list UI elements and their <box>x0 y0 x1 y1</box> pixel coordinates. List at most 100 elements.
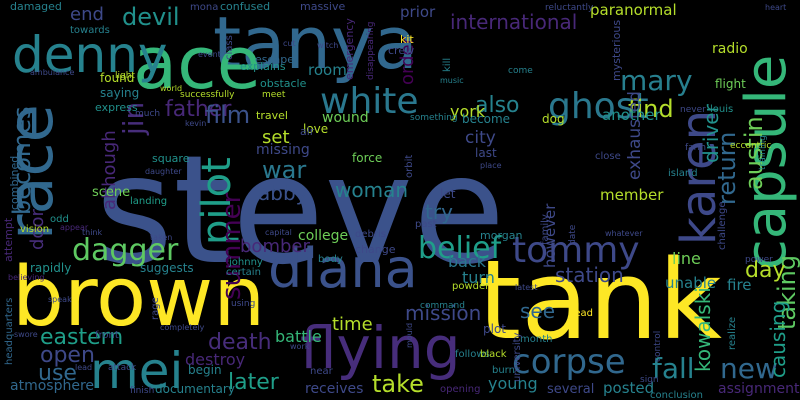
word-woman: woman <box>335 178 408 202</box>
word-york: york <box>450 102 486 121</box>
word-taken: taken <box>150 233 172 242</box>
word-speak: speak <box>48 295 72 304</box>
word-mould: mould <box>405 323 414 348</box>
word-mona: mona <box>190 2 218 13</box>
word-completely: completely <box>160 323 205 332</box>
word-towards: towards <box>70 25 110 36</box>
word-come: come <box>508 66 533 76</box>
word-mei: mei <box>90 342 183 400</box>
word-opening: opening <box>440 384 480 395</box>
word-training: training <box>758 135 768 170</box>
word-kill: kill <box>442 58 453 72</box>
word-daughter: daughter <box>145 167 182 176</box>
word-kowalski: kowalski <box>691 287 715 372</box>
word-time: time <box>332 314 373 335</box>
word-assignment: assignment <box>718 381 800 397</box>
word-express: express <box>95 101 138 114</box>
word-square: square <box>152 152 190 165</box>
word-tanya: tanya <box>213 1 418 85</box>
word-meet: meet <box>262 90 286 100</box>
word-station: station <box>555 263 624 287</box>
word-dog: dog <box>542 112 565 126</box>
word-explains: explains <box>240 60 286 73</box>
word-light: light <box>115 71 135 81</box>
word-prior: prior <box>400 3 436 21</box>
word-something: something <box>410 113 458 123</box>
word-damaged: damaged <box>10 0 62 13</box>
word-past: past <box>415 219 437 230</box>
word-international: international <box>450 10 577 34</box>
word-found: found <box>100 71 134 85</box>
word-find: find <box>628 95 674 123</box>
word-race: race <box>0 104 67 240</box>
word-film: film <box>205 101 250 129</box>
word-control: control <box>653 331 663 362</box>
word-front: front <box>95 330 119 341</box>
word-atmosphere: atmosphere <box>10 378 94 394</box>
word-world: world <box>160 84 182 93</box>
word-mysterious: mysterious <box>610 20 623 81</box>
word-several: several <box>547 382 594 397</box>
word-young: young <box>488 374 538 393</box>
word-white: white <box>320 81 419 122</box>
word-black: black <box>480 349 507 360</box>
word-swore: swore <box>14 330 38 339</box>
word-room: room <box>308 61 347 79</box>
word-certain: certain <box>226 267 261 278</box>
word-command: command <box>420 301 465 311</box>
word-debris: debris <box>355 229 386 240</box>
word-driver: driver <box>699 103 723 163</box>
word-member: member <box>600 186 664 204</box>
word-massive: massive <box>300 0 345 13</box>
word-appear: appear <box>60 223 89 232</box>
word-rage: rage <box>150 297 161 320</box>
word-capsule: capsule <box>734 55 799 270</box>
word-believing: believing <box>8 273 44 282</box>
word-whatever: whatever <box>605 229 643 238</box>
word-mission: mission <box>405 301 481 325</box>
word-college: college <box>298 228 348 244</box>
word-abby: abby <box>258 181 308 205</box>
word-crew: crew <box>388 44 414 57</box>
word-obstacle: obstacle <box>260 77 307 90</box>
word-combined: combined <box>8 156 21 210</box>
word-music: music <box>440 76 464 85</box>
word-escape: escape <box>255 53 294 66</box>
word-scene: scene <box>92 185 130 200</box>
word-vision: vision <box>20 224 49 235</box>
word-posted: posted <box>603 379 654 397</box>
word-latest: latest <box>515 283 538 292</box>
word-plot: plot <box>483 322 506 336</box>
word-eccentric: eccentric <box>730 141 771 151</box>
word-summer: summer <box>217 192 247 300</box>
word-belief: belief <box>418 231 503 266</box>
word-finish: finish <box>130 386 154 396</box>
word-unable: unable <box>665 274 716 292</box>
word-day: day <box>745 258 785 283</box>
word-city: city <box>465 128 496 148</box>
word-line: line <box>672 249 701 268</box>
word-ambulance: ambulance <box>30 68 74 77</box>
word-fire: fire <box>727 276 752 294</box>
word-landing: landing <box>130 196 167 207</box>
word-order: order <box>397 36 418 85</box>
word-see: see <box>520 299 555 323</box>
word-devil: devil <box>122 3 180 31</box>
word-travel: travel <box>256 109 288 122</box>
word-rapidly: rapidly <box>30 261 71 275</box>
word-tommy: tommy <box>512 230 640 271</box>
word-powder: powder <box>452 281 490 292</box>
word-fall: fall <box>652 352 695 385</box>
word-successfully: successfully <box>180 90 235 100</box>
word-dead: dead <box>568 308 593 319</box>
word-headquarters: headquarters <box>4 298 15 365</box>
word-using: using <box>231 299 255 309</box>
word-use: use <box>38 361 77 386</box>
word-island: island <box>668 168 698 179</box>
word-set: set <box>262 127 290 148</box>
word-jin: jin <box>117 102 150 136</box>
word-burn: burn <box>492 365 515 376</box>
word-month: month <box>520 334 552 345</box>
